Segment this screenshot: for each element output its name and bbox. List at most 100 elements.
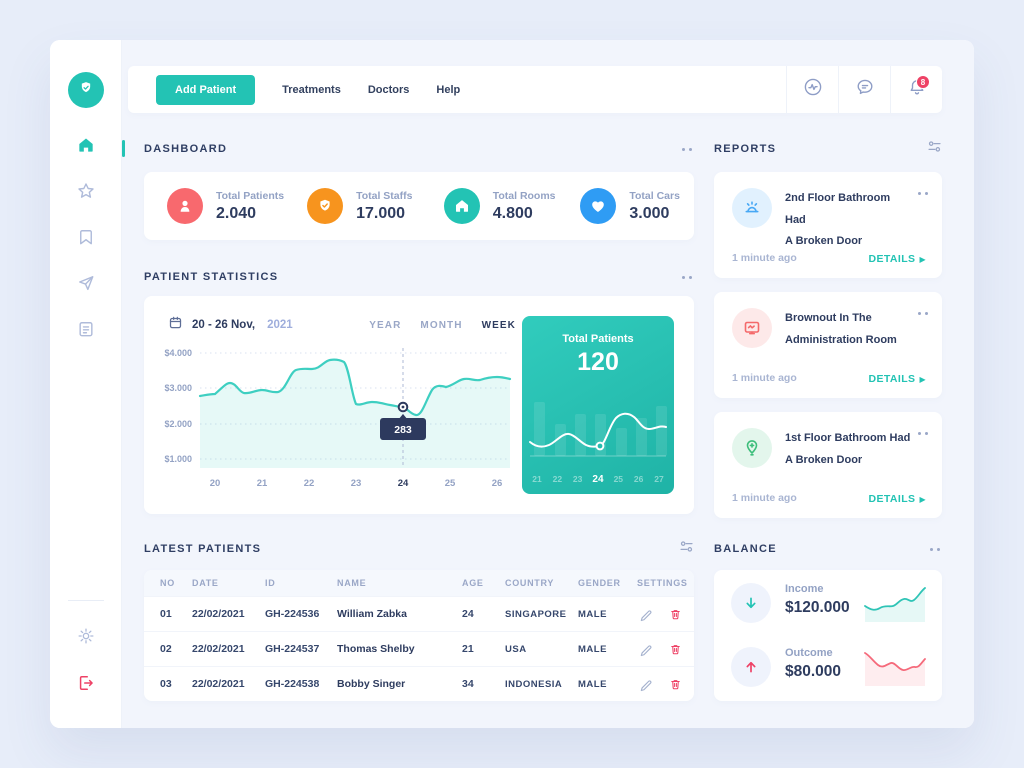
- report-details-link[interactable]: DETAILS ▶: [868, 373, 926, 385]
- cell-id: GH-224537: [265, 643, 320, 655]
- send-icon: [76, 273, 96, 298]
- top-navbar: Add Patient Treatments Doctors Help 8: [128, 66, 942, 113]
- patient-statistics-title: PATIENT STATISTICS: [144, 271, 279, 283]
- arrow-right-icon: ▶: [919, 494, 926, 504]
- sidebar-item-bookmarks[interactable]: [75, 228, 97, 250]
- date-range-text: 20 - 26 Nov,: [192, 319, 256, 331]
- cell-no: 03: [160, 678, 172, 690]
- star-icon: [76, 181, 96, 206]
- reports-header: REPORTS: [714, 140, 942, 158]
- latest-patients-table: NO DATE ID NAME AGE COUNTRY GENDER SETTI…: [144, 570, 694, 701]
- messages-button[interactable]: [838, 66, 890, 113]
- stat-total-rooms: Total Rooms 4.800: [421, 188, 558, 224]
- report-card: 1st Floor Bathroom Had A Broken Door 1 mi…: [714, 412, 942, 518]
- date-range-year: 2021: [267, 319, 293, 331]
- nav-link-treatments[interactable]: Treatments: [282, 83, 341, 96]
- latest-patients-filter-icon[interactable]: [679, 539, 694, 559]
- cell-id: GH-224536: [265, 608, 320, 620]
- logout-icon: [76, 673, 96, 698]
- stat-total-cars: Total Cars 3.000: [557, 188, 694, 224]
- sidebar-item-logout[interactable]: [75, 674, 97, 696]
- total-patients-value: 120: [577, 348, 619, 376]
- home-icon: [76, 135, 96, 160]
- tooltip-value: 283: [394, 424, 412, 436]
- sidebar-item-messages[interactable]: [75, 274, 97, 296]
- report-details-link[interactable]: DETAILS ▶: [868, 493, 926, 505]
- sidebar-item-favorites[interactable]: [75, 182, 97, 204]
- balance-title: BALANCE: [714, 543, 777, 555]
- outcome-label: Outcome: [785, 647, 833, 659]
- patient-statistics-menu-dots-icon[interactable]: [680, 272, 694, 283]
- cell-no: 02: [160, 643, 172, 655]
- dashboard-menu-dots-icon[interactable]: [680, 144, 694, 155]
- notifications-button[interactable]: 8: [890, 66, 942, 113]
- balance-menu-dots-icon[interactable]: [928, 544, 942, 555]
- table-row: 03 22/02/2021 GH-224538 Bobby Singer 34 …: [144, 666, 694, 701]
- stat-label: Total Patients: [216, 189, 285, 202]
- report-menu-dots-icon[interactable]: [916, 428, 930, 439]
- delete-trash-icon[interactable]: [667, 676, 684, 693]
- delete-trash-icon[interactable]: [667, 641, 684, 658]
- sidebar-item-settings[interactable]: [75, 627, 97, 649]
- y-tick: $1.000: [164, 454, 192, 464]
- cell-gender: MALE: [578, 643, 607, 655]
- cell-country: INDONESIA: [505, 678, 563, 690]
- add-patient-button[interactable]: Add Patient: [156, 74, 256, 105]
- report-menu-dots-icon[interactable]: [916, 308, 930, 319]
- brand-logo[interactable]: [68, 72, 104, 108]
- sidebar-item-records[interactable]: [75, 320, 97, 342]
- stat-value: 17.000: [356, 204, 406, 222]
- x-tick: 25: [445, 478, 456, 489]
- col-header-gender: GENDER: [578, 578, 621, 588]
- total-patients-panel: Total Patients 120: [522, 316, 674, 494]
- edit-pencil-icon[interactable]: [637, 606, 654, 623]
- tab-month[interactable]: MONTH: [420, 319, 463, 331]
- calendar-icon: [168, 315, 183, 335]
- stat-label: Total Rooms: [492, 189, 556, 202]
- cell-age: 21: [462, 643, 474, 655]
- tab-year[interactable]: YEAR: [369, 319, 402, 331]
- outcome-row: Outcome $80.000: [714, 634, 942, 699]
- stat-label: Total Cars: [629, 189, 680, 202]
- report-details-link[interactable]: DETAILS ▶: [868, 253, 926, 265]
- y-tick: $4.000: [164, 348, 192, 358]
- edit-pencil-icon[interactable]: [637, 676, 654, 693]
- chat-bubble-icon: [854, 76, 876, 103]
- stat-total-staffs: Total Staffs 17.000: [284, 188, 421, 224]
- mini-x-tick: 21: [532, 474, 542, 484]
- reports-filter-icon[interactable]: [927, 139, 942, 159]
- report-timestamp: 1 minute ago: [732, 372, 797, 384]
- outcome-sparkline: [864, 652, 926, 686]
- report-menu-dots-icon[interactable]: [916, 188, 930, 199]
- cell-gender: MALE: [578, 608, 607, 620]
- cell-gender: MALE: [578, 678, 607, 690]
- x-tick: 26: [492, 478, 503, 489]
- delete-trash-icon[interactable]: [667, 606, 684, 623]
- nav-link-doctors[interactable]: Doctors: [367, 83, 410, 96]
- activity-icon: [802, 76, 824, 103]
- tab-week[interactable]: WEEK: [481, 319, 516, 331]
- date-range-picker[interactable]: 20 - 26 Nov, 2021: [168, 315, 293, 335]
- gear-icon: [76, 626, 96, 651]
- y-tick: $2.000: [164, 419, 192, 429]
- cell-date: 22/02/2021: [192, 678, 245, 690]
- nav-link-help[interactable]: Help: [436, 83, 461, 96]
- balance-header: BALANCE: [714, 540, 942, 558]
- income-sparkline: [864, 587, 926, 622]
- mini-x-tick: 23: [572, 474, 583, 484]
- col-header-country: COUNTRY: [505, 578, 555, 588]
- report-title: 1st Floor Bathroom Had A Broken Door: [785, 432, 911, 466]
- activity-button[interactable]: [786, 66, 838, 113]
- cell-name: Thomas Shelby: [337, 643, 415, 655]
- chart-area-fill: [200, 359, 510, 468]
- mini-x-tick-active: 24: [592, 474, 604, 485]
- x-tick: 20: [210, 478, 221, 489]
- sidebar-item-home[interactable]: [75, 136, 97, 158]
- document-icon: [76, 319, 96, 344]
- col-header-age: AGE: [462, 578, 484, 588]
- patient-statistics-card: 20 - 26 Nov, 2021 YEAR MONTH WEEK $4.000 …: [144, 296, 694, 514]
- chart-tooltip: 283: [380, 414, 426, 440]
- edit-pencil-icon[interactable]: [637, 641, 654, 658]
- sidebar-divider: [68, 600, 104, 601]
- stats-card: Total Patients 2.040 Total Staffs 17.000…: [144, 172, 694, 240]
